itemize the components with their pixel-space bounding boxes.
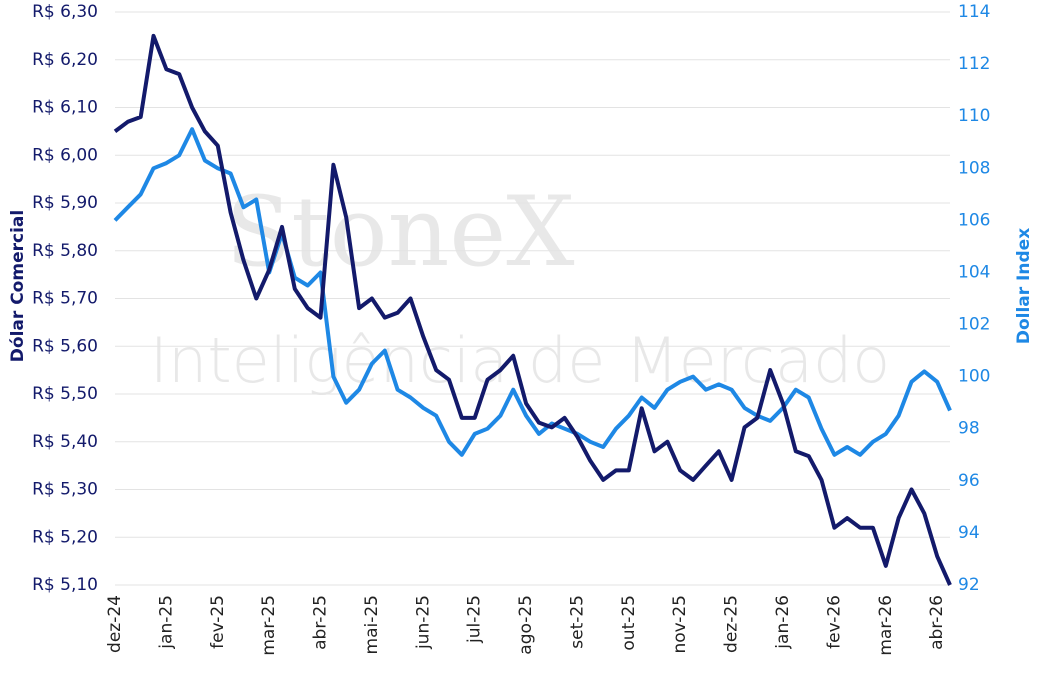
x-tick-label: fev-25 [208,595,228,649]
y-tick-label: R$ 5,50 [32,384,98,404]
y2-tick-label: 100 [958,367,990,387]
watermark-brand: StoneX [225,176,574,288]
x-tick-label: jan-25 [156,595,176,650]
y-tick-label: R$ 5,60 [32,336,98,356]
y2-tick-label: 94 [958,523,980,543]
x-tick-label: jun-25 [413,595,433,650]
y-tick-label: R$ 5,40 [32,432,98,452]
x-tick-label: mar-26 [876,595,896,656]
y2-tick-label: 106 [958,210,990,230]
x-tick-label: abr-26 [927,595,947,650]
y2-tick-label: 112 [958,54,990,74]
y-tick-label: R$ 5,90 [32,193,98,213]
x-tick-label: dez-24 [105,595,125,653]
y-tick-label: R$ 5,20 [32,527,98,547]
x-tick-label: nov-25 [670,595,690,654]
series-line [113,127,952,457]
x-tick-label: dez-25 [722,595,742,653]
y2-tick-label: 102 [958,315,990,335]
y-tick-label: R$ 5,10 [32,575,98,595]
y2-tick-label: 114 [958,2,990,22]
x-tick-label: mar-25 [259,595,279,656]
x-tick-label: fev-26 [824,595,844,649]
watermark: StoneX Inteligência de Mercado [150,176,891,397]
y2-tick-label: 92 [958,575,980,595]
y2-tick-label: 110 [958,106,990,126]
series-line [113,33,952,586]
y-tick-label: R$ 6,10 [32,98,98,118]
x-tick-label: ago-25 [516,595,536,655]
y-axis-title: Dólar Comercial [8,210,28,362]
y-tick-label: R$ 6,00 [32,145,98,165]
y-tick-label: R$ 5,70 [32,289,98,309]
y2-tick-label: 98 [958,419,980,439]
y2-tick-label: 96 [958,471,980,491]
y-tick-label: R$ 5,30 [32,480,98,500]
x-tick-label: jan-26 [773,595,793,650]
y2-axis-title: Dollar Index [1014,228,1034,344]
x-tick-label: set-25 [567,595,587,649]
y2-tick-label: 108 [958,158,990,178]
y-tick-label: R$ 5,80 [32,241,98,261]
x-tick-label: out-25 [619,595,639,651]
x-tick-label: mai-25 [362,595,382,654]
y-tick-label: R$ 6,20 [32,50,98,70]
x-tick-label: abr-25 [311,595,331,650]
y2-tick-label: 104 [958,262,990,282]
x-tick-label: jul-25 [465,595,485,644]
y-tick-label: R$ 6,30 [32,2,98,22]
